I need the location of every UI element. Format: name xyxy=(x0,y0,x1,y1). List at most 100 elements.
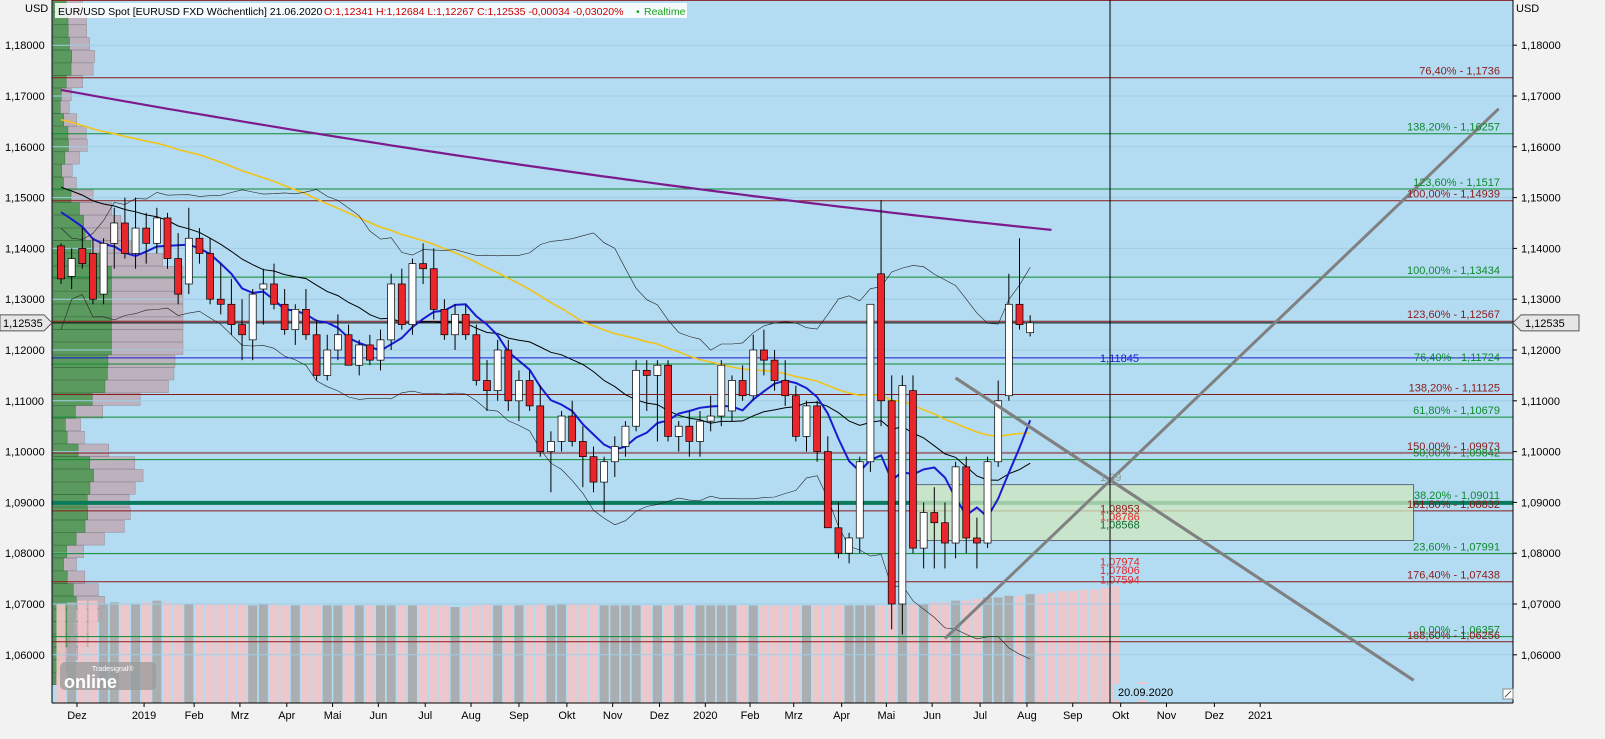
volume-profile-bar-inner xyxy=(52,304,112,317)
y-tick-label-left: 1,17000 xyxy=(5,91,45,103)
volume-profile-bar-inner xyxy=(52,75,67,89)
fib-level-label: 123,60% - 1,1517 xyxy=(1413,177,1500,189)
candle-bull xyxy=(547,441,555,452)
volume-profile-bar-inner xyxy=(52,583,74,597)
volume-profile-bar-inner xyxy=(52,62,72,76)
x-tick-label: Mrz xyxy=(785,710,803,722)
candle-bull xyxy=(728,380,736,412)
volume-bar xyxy=(1046,592,1056,703)
volume-profile-bar-inner xyxy=(52,189,72,203)
y-tick-label-left: 1,18000 xyxy=(5,40,45,52)
x-tick-label: Apr xyxy=(278,710,295,722)
candle-bull xyxy=(866,303,875,463)
candle-bull xyxy=(898,385,907,605)
candle-bull xyxy=(334,334,342,351)
band-lower-line xyxy=(60,294,1031,660)
volume-bars xyxy=(56,586,1147,703)
volume-bar xyxy=(727,605,737,703)
rising-trendline[interactable] xyxy=(943,107,1500,640)
volume-profile-bar-inner xyxy=(52,202,80,216)
volume-profile-bar-inner xyxy=(52,177,64,190)
x-tick-label: Okt xyxy=(558,710,575,722)
trendlines[interactable] xyxy=(943,107,1500,682)
volume-bar xyxy=(1036,594,1046,703)
volume-bar xyxy=(1057,591,1067,703)
candle-bull xyxy=(557,415,566,442)
volume-bar xyxy=(365,605,375,703)
ma-purple-line xyxy=(60,88,1052,231)
fib-level-label: 150,00% - 1,09973 xyxy=(1407,441,1500,453)
falling-trendline-2[interactable] xyxy=(954,376,1415,682)
volume-profile-bar-inner xyxy=(52,354,109,368)
volume-profile-bar-inner xyxy=(52,88,62,101)
volume-bar xyxy=(525,605,535,703)
plot-area xyxy=(52,0,1513,703)
x-tick-label: Jun xyxy=(923,710,941,722)
fib-level-label: 138,20% - 1,11125 xyxy=(1409,382,1500,394)
fib-level-label: 38,20% - 1,09011 xyxy=(1414,490,1500,502)
volume-bar xyxy=(1068,591,1078,703)
volume-bar xyxy=(1089,589,1099,703)
header-ohlc: O:1,12341 H:1,12684 L:1,12267 C:1,12535 … xyxy=(324,6,624,18)
volume-bar xyxy=(301,605,311,703)
volume-profile-bar-inner xyxy=(52,138,69,152)
x-tick-label: Jul xyxy=(418,710,432,722)
x-tick-label: Sep xyxy=(509,710,529,722)
volume-bar xyxy=(344,605,354,703)
volume-bar xyxy=(439,605,449,703)
x-tick-label: Nov xyxy=(1157,710,1177,722)
y-tick-label-left: 1,09000 xyxy=(5,497,45,509)
volume-bar xyxy=(163,602,172,703)
envelope-bands xyxy=(60,189,1031,660)
right-axis-panel xyxy=(1513,0,1605,739)
resize-grip-icon[interactable] xyxy=(1502,688,1514,700)
x-tick-label: 2020 xyxy=(693,710,717,722)
band-upper-line xyxy=(60,189,1031,351)
candle-bull xyxy=(110,222,119,244)
volume-bar xyxy=(695,605,705,703)
volume-profile-bar-inner xyxy=(52,100,61,114)
volume-profile-bar-inner xyxy=(52,50,72,63)
candle-bear xyxy=(429,268,438,310)
volume-bar xyxy=(354,605,364,703)
candle-bear xyxy=(461,314,470,336)
candle-bear xyxy=(930,512,939,524)
candle-bear xyxy=(57,245,65,280)
current-price-label-left: 1,12535 xyxy=(3,318,43,330)
candle-bull xyxy=(696,420,704,442)
level-value-label: 1,09 xyxy=(1100,472,1121,484)
candle-bear xyxy=(440,309,449,336)
candle-bull xyxy=(131,227,140,254)
candle-bull xyxy=(994,400,1003,463)
candle-bull xyxy=(451,314,459,336)
candle-bull xyxy=(951,466,960,544)
x-tick-label: Jun xyxy=(369,710,387,722)
volume-profile-bar-inner xyxy=(52,291,112,304)
volume-bar xyxy=(876,605,886,703)
y-tick-label-right: 1,08000 xyxy=(1521,548,1561,560)
volume-bar xyxy=(546,605,556,703)
candle-bear xyxy=(738,380,747,397)
fib-level-label: 100,00% - 1,13434 xyxy=(1407,265,1500,277)
x-tick-label: 2019 xyxy=(132,710,156,722)
candle-bull xyxy=(749,349,758,397)
fib-level-label: 76,40% - 1,1736 xyxy=(1419,66,1500,78)
volume-bar xyxy=(152,600,162,703)
x-tick-label: Feb xyxy=(185,710,204,722)
volume-profile-bar-inner xyxy=(52,342,112,355)
volume-bar xyxy=(322,605,332,703)
candle-bear xyxy=(312,334,321,376)
volume-bar xyxy=(482,603,492,703)
volume-bar xyxy=(567,603,577,703)
volume-bar xyxy=(759,605,769,703)
candle-bull xyxy=(983,461,992,544)
volume-bar xyxy=(535,603,545,703)
candle-bear xyxy=(642,369,651,376)
candle-bear xyxy=(525,380,534,407)
candle-bull xyxy=(153,217,161,244)
volume-profile-bar-inner xyxy=(52,278,112,292)
volume-bar xyxy=(269,603,279,703)
x-tick-label: Jul xyxy=(973,710,987,722)
fib-level-label: 188,60% - 1,06256 xyxy=(1407,630,1500,642)
